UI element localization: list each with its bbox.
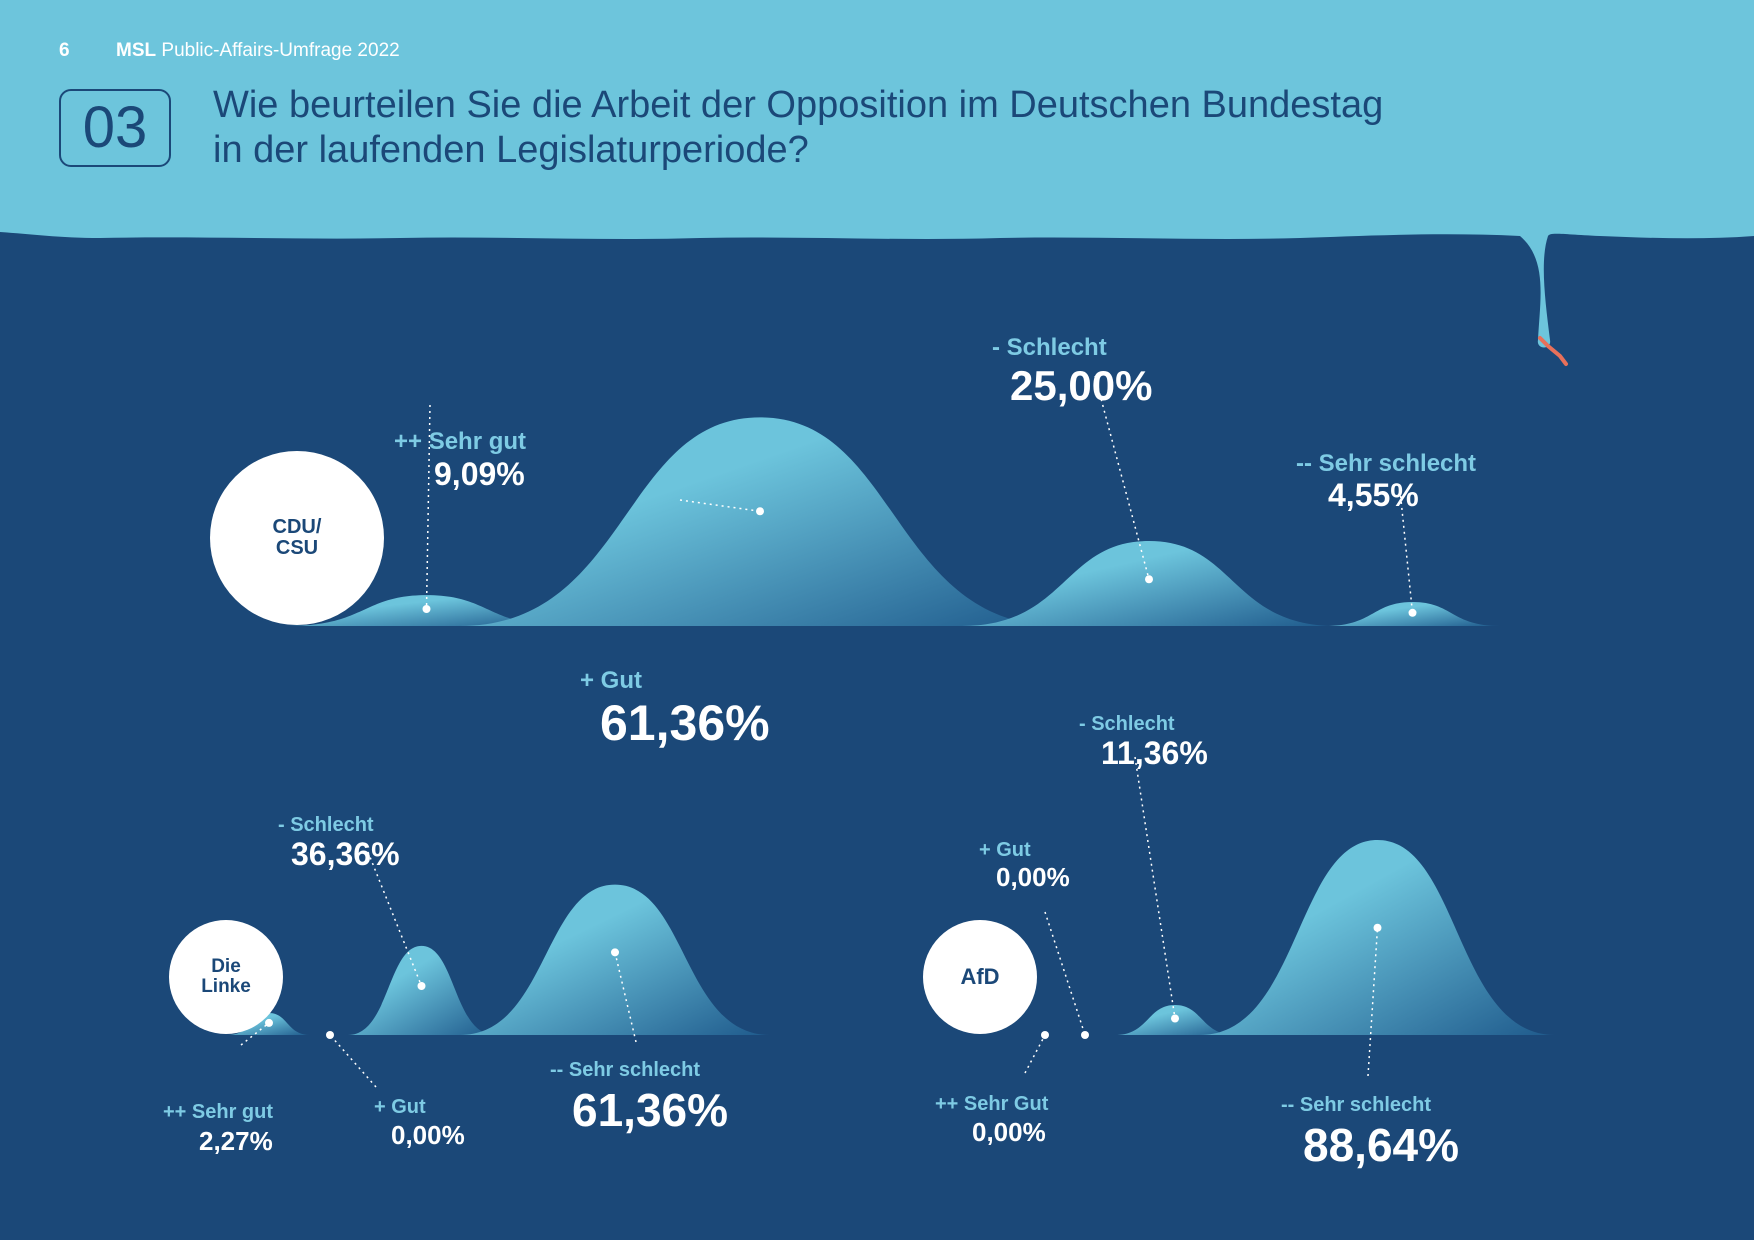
afd-label-sehr-schlecht: -- Sehr schlecht bbox=[1281, 1094, 1432, 1116]
linke-label-schlecht: - Schlecht bbox=[278, 814, 374, 836]
leader-line-0-0 bbox=[425, 404, 431, 610]
question-number-box: 03 bbox=[59, 89, 171, 167]
value-dot-2-3 bbox=[1373, 923, 1382, 932]
report-title-text: Public-Affairs-Umfrage 2022 bbox=[161, 40, 400, 61]
value-dot-0-0 bbox=[422, 605, 431, 614]
question-line-2: in der laufenden Legislaturperiode? bbox=[213, 129, 809, 171]
brand-name: MSL bbox=[116, 40, 157, 61]
cdu-value-schlecht: 25,00% bbox=[1010, 362, 1153, 409]
afd-value-sehr-schlecht: 88,64% bbox=[1303, 1119, 1460, 1171]
leader-line-1-1 bbox=[329, 1034, 377, 1088]
cdu-label-sehr-schlecht: -- Sehr schlecht bbox=[1296, 450, 1477, 477]
afd-value-schlecht: 11,36% bbox=[1101, 735, 1208, 771]
party-badge-cdu-csu: CDU/ CSU bbox=[210, 451, 384, 625]
linke-value-sehr-schlecht: 61,36% bbox=[572, 1084, 729, 1136]
value-dot-1-0 bbox=[265, 1018, 273, 1027]
header-band bbox=[0, 0, 1754, 348]
linke-value-sehr-gut: 2,27% bbox=[199, 1126, 273, 1156]
party-badge-die-linke: Die Linke bbox=[169, 920, 283, 1034]
hill-1-2 bbox=[348, 945, 495, 1035]
cdu-label-schlecht: - Schlecht bbox=[992, 334, 1107, 361]
page-number: 6 bbox=[59, 40, 70, 61]
afd-label-sehr-gut: ++ Sehr Gut bbox=[935, 1093, 1049, 1115]
report-title: MSL Public-Affairs-Umfrage 2022 bbox=[116, 40, 400, 62]
linke-label-sehr-schlecht: -- Sehr schlecht bbox=[550, 1059, 701, 1081]
afd-label-schlecht: - Schlecht bbox=[1079, 713, 1175, 735]
diver-figure bbox=[1538, 336, 1568, 366]
value-dot-0-1 bbox=[756, 507, 764, 516]
linke-label-gut: + Gut bbox=[374, 1096, 426, 1118]
hill-0-1 bbox=[460, 417, 1060, 626]
cdu-label-sehr-gut: ++ Sehr gut bbox=[394, 428, 527, 455]
leader-line-2-2 bbox=[1134, 756, 1176, 1019]
value-dot-0-2 bbox=[1145, 575, 1153, 584]
leader-line-0-3 bbox=[1399, 489, 1414, 613]
linke-label-sehr-gut: ++ Sehr gut bbox=[163, 1101, 274, 1123]
party-badge-afd: AfD bbox=[923, 920, 1037, 1034]
value-dot-2-1 bbox=[1081, 1031, 1089, 1039]
leader-line-0-1 bbox=[679, 499, 761, 512]
leader-line-2-0 bbox=[1024, 1034, 1046, 1074]
cdu-label-gut: + Gut bbox=[580, 667, 643, 694]
leader-line-1-2 bbox=[367, 851, 423, 987]
value-dot-1-1 bbox=[326, 1031, 334, 1039]
afd-value-sehr-gut: 0,00% bbox=[972, 1117, 1046, 1147]
leader-line-0-2 bbox=[1094, 375, 1150, 580]
cdu-value-sehr-schlecht: 4,55% bbox=[1328, 477, 1419, 513]
value-dot-1-3 bbox=[611, 948, 619, 957]
cdu-value-sehr-gut: 9,09% bbox=[434, 456, 525, 492]
value-dot-1-2 bbox=[417, 982, 426, 991]
linke-value-gut: 0,00% bbox=[391, 1120, 465, 1150]
linke-value-schlecht: 36,36% bbox=[291, 836, 400, 872]
leader-line-2-1 bbox=[1044, 911, 1086, 1036]
value-dot-2-0 bbox=[1041, 1031, 1049, 1039]
afd-value-gut: 0,00% bbox=[996, 862, 1070, 892]
leader-line-2-3 bbox=[1367, 927, 1379, 1077]
value-dot-0-3 bbox=[1408, 608, 1417, 617]
question-text: Wie beurteilen Sie die Arbeit der Opposi… bbox=[213, 83, 1513, 173]
value-dot-2-2 bbox=[1171, 1014, 1179, 1023]
hill-0-2 bbox=[962, 541, 1336, 626]
hill-1-3 bbox=[460, 884, 770, 1035]
afd-label-gut: + Gut bbox=[979, 839, 1031, 861]
cdu-value-gut: 61,36% bbox=[600, 695, 770, 751]
question-line-1: Wie beurteilen Sie die Arbeit der Opposi… bbox=[213, 84, 1384, 126]
